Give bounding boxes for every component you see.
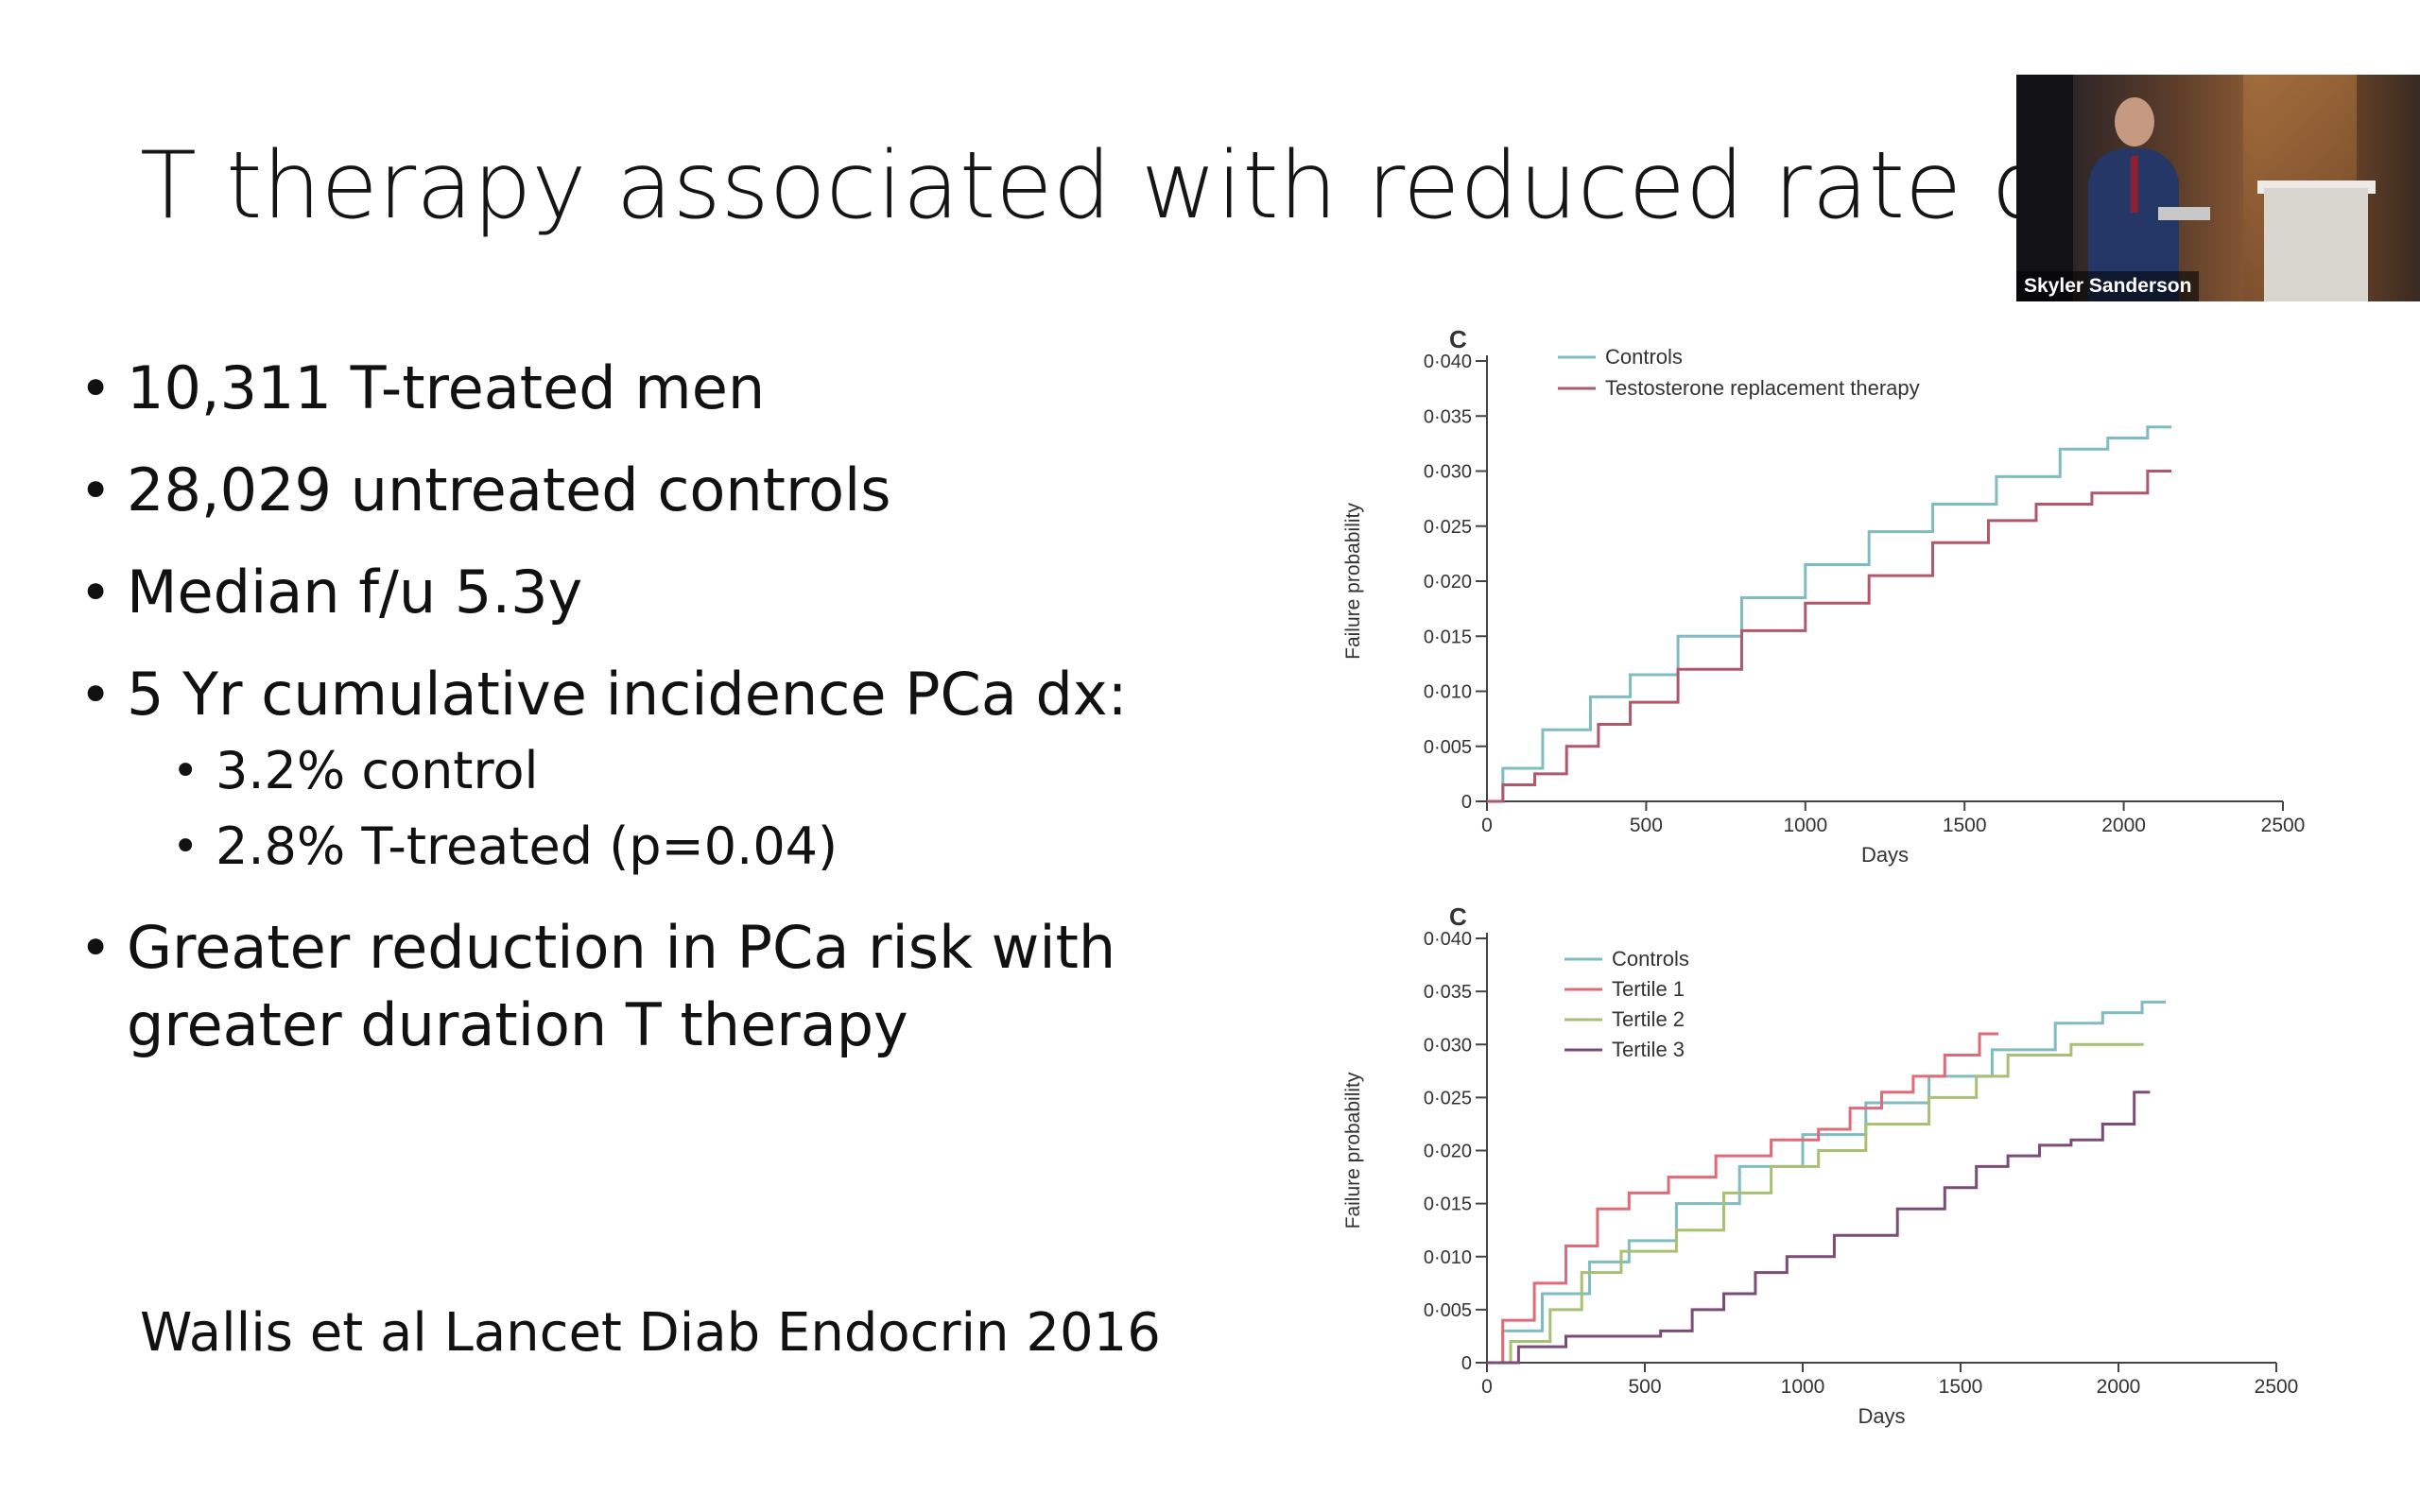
x-tick-label: 2500 [2261,815,2306,836]
bullet-item: 28,029 untreated controls [79,452,1289,529]
y-tick-label: 0·005 [1424,737,1472,758]
legend-label: Tertile 1 [1612,977,1685,1001]
slide-title: T therapy associated with reduced rate o… [140,132,2288,240]
x-tick-label: 2000 [2101,815,2146,836]
y-tick-label: 0·020 [1424,572,1472,593]
y-tick-label: 0·005 [1424,1300,1472,1321]
y-tick-label: 0·025 [1424,517,1472,538]
y-tick-label: 0·035 [1424,982,1472,1003]
series-line-1 [1487,470,2172,803]
series-line-0 [1487,425,2172,803]
series-line-2 [1487,1042,2144,1365]
bullet-line: Greater reduction in PCa risk with [127,913,1116,982]
x-tick-label: 0 [1481,815,1493,836]
citation: Wallis et al Lancet Diab Endocrin 2016 [140,1302,1161,1364]
y-tick-label: 0 [1461,792,1472,813]
y-tick-label: 0·025 [1424,1088,1472,1108]
x-tick-label: 1000 [1783,815,1827,836]
series-line-1 [1487,1032,1999,1365]
bullet-list: 10,311 T-treated men 28,029 untreated co… [79,350,1289,1089]
legend-label: Testosterone replacement therapy [1605,376,1920,400]
series-line-3 [1487,1091,2151,1365]
panel-label: C [1449,902,1467,931]
y-tick-label: 0·015 [1424,627,1472,647]
legend-label: Tertile 3 [1612,1038,1685,1061]
x-tick-label: 2500 [2255,1376,2299,1398]
y-tick-label: 0·040 [1424,352,1472,372]
bullet-item: 10,311 T-treated men [79,350,1289,427]
y-tick-label: 0·040 [1424,929,1472,950]
y-tick-label: 0·030 [1424,1035,1472,1056]
x-tick-label: 500 [1628,1376,1661,1398]
bullet-item: Greater reduction in PCa risk with great… [79,909,1289,1064]
y-tick-label: 0·020 [1424,1142,1472,1162]
bullet-line: greater duration T therapy [127,990,908,1059]
x-tick-label: 0 [1481,1376,1493,1398]
bullet-item: Median f/u 5.3y [79,554,1289,631]
y-tick-label: 0·035 [1424,406,1472,427]
podium [2264,188,2368,301]
y-tick-label: 0·030 [1424,462,1472,483]
series-line-0 [1487,1000,2167,1365]
x-tick-label: 500 [1630,815,1663,836]
bullet-item: 5 Yr cumulative incidence PCa dx: [79,656,1289,733]
speaker-tie [2131,156,2138,213]
y-tick-label: 0·010 [1424,682,1472,703]
x-tick-label: 1500 [1943,815,1987,836]
legend-label: Tertile 2 [1612,1007,1685,1031]
speaker-name-tag: Skyler Sanderson [2016,271,2200,301]
chart-top: C 0 0·005 0·010 0·015 0·020 0·025 0·030 0·035 0·0… [1342,325,2306,867]
panel-label: C [1449,325,1467,353]
y-tick-label: 0 [1461,1353,1472,1374]
y-tick-label: 0·010 [1424,1247,1472,1268]
sub-bullet-item: 3.2% control [172,733,1289,809]
speaker-video[interactable]: Skyler Sanderson [2016,75,2420,301]
y-axis-label: Failure probability [1342,1072,1364,1228]
x-axis-label: Days [1858,1404,1905,1428]
sub-bullet-item: 2.8% T-treated (p=0.04) [172,809,1289,885]
legend-label: Controls [1612,947,1689,971]
curtain [2016,75,2073,301]
x-tick-label: 1000 [1781,1376,1825,1398]
x-axis-label: Days [1861,843,1909,867]
x-tick-label: 1500 [1939,1376,1983,1398]
legend-label: Controls [1605,345,1683,369]
chart-bottom: C 0 0·005 0·010 0·015 0·020 0·025 0·030 0·035 0·0… [1342,902,2299,1428]
y-tick-label: 0·015 [1424,1194,1472,1215]
laptop [2158,207,2210,220]
y-axis-label: Failure probability [1342,503,1364,660]
speaker-head [2115,97,2154,146]
x-tick-label: 2000 [2097,1376,2141,1398]
